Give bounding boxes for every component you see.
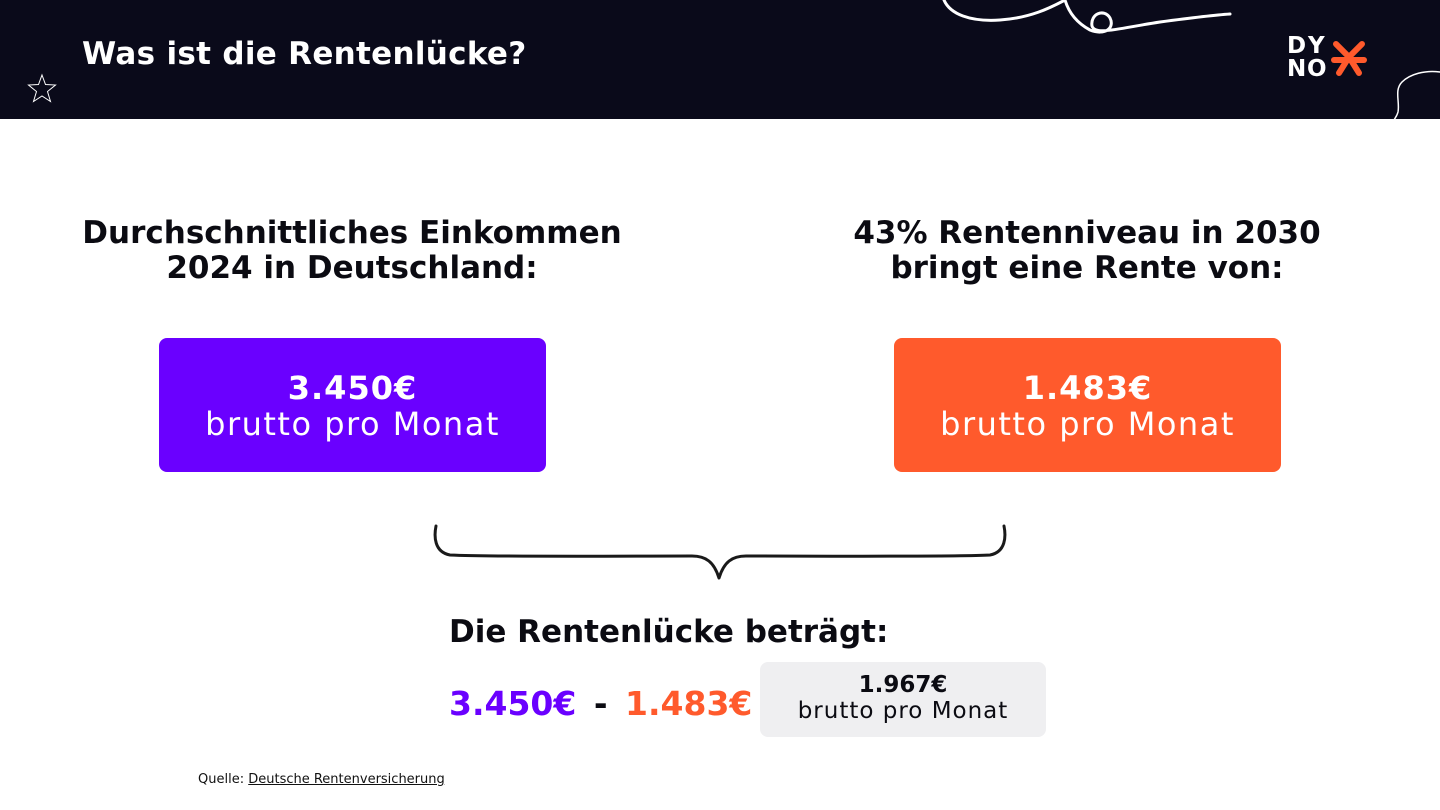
gap-result-box: 1.967€ brutto pro Monat xyxy=(760,662,1046,737)
pension-heading-line1: 43% Rentenniveau in 2030 xyxy=(853,215,1321,251)
gap-equation: 3.450€ - 1.483€ = xyxy=(449,682,798,726)
gap-heading: Die Rentenlücke beträgt: xyxy=(449,614,889,650)
logo-mark-icon xyxy=(1331,41,1367,76)
scribble-decoration xyxy=(942,0,1232,34)
income-heading-line2: 2024 in Deutschland: xyxy=(166,250,538,286)
income-amount: 3.450€ xyxy=(287,369,418,407)
logo-letter-d: D xyxy=(1287,33,1307,59)
dyno-logo: D Y N O xyxy=(1286,34,1370,82)
logo-letter-n: N xyxy=(1287,56,1307,82)
income-unit: brutto pro Monat xyxy=(205,405,500,443)
source-label: Quelle: xyxy=(198,772,245,787)
pension-heading-line2: bringt eine Rente von: xyxy=(890,250,1284,286)
income-heading: Durchschnittliches Einkommen 2024 in Deu… xyxy=(72,216,632,286)
pension-amount: 1.483€ xyxy=(1022,369,1153,407)
income-heading-line1: Durchschnittliches Einkommen xyxy=(82,215,622,251)
pension-unit: brutto pro Monat xyxy=(940,405,1235,443)
source-link[interactable]: Deutsche Rentenversicherung xyxy=(248,772,445,787)
equation-term-income: 3.450€ xyxy=(449,684,577,723)
equation-term-pension: 1.483€ xyxy=(625,684,753,723)
logo-letter-y: Y xyxy=(1308,33,1325,59)
source-note: Quelle: Deutsche Rentenversicherung xyxy=(198,772,445,787)
scribble-decoration-right xyxy=(1393,70,1440,119)
equation-minus: - xyxy=(593,684,608,723)
gap-result-unit: brutto pro Monat xyxy=(797,698,1009,724)
pension-box: 1.483€ brutto pro Monat xyxy=(894,338,1281,472)
gap-result-amount: 1.967€ xyxy=(858,672,948,698)
header-bar: Was ist die Rentenlücke? D Y N O xyxy=(0,0,1440,119)
income-box: 3.450€ brutto pro Monat xyxy=(159,338,546,472)
star-outline-icon xyxy=(27,73,57,103)
page-title: Was ist die Rentenlücke? xyxy=(82,36,527,72)
logo-letter-o: O xyxy=(1307,56,1327,82)
pension-heading: 43% Rentenniveau in 2030 bringt eine Ren… xyxy=(812,216,1362,286)
curly-brace-icon xyxy=(433,524,1007,580)
